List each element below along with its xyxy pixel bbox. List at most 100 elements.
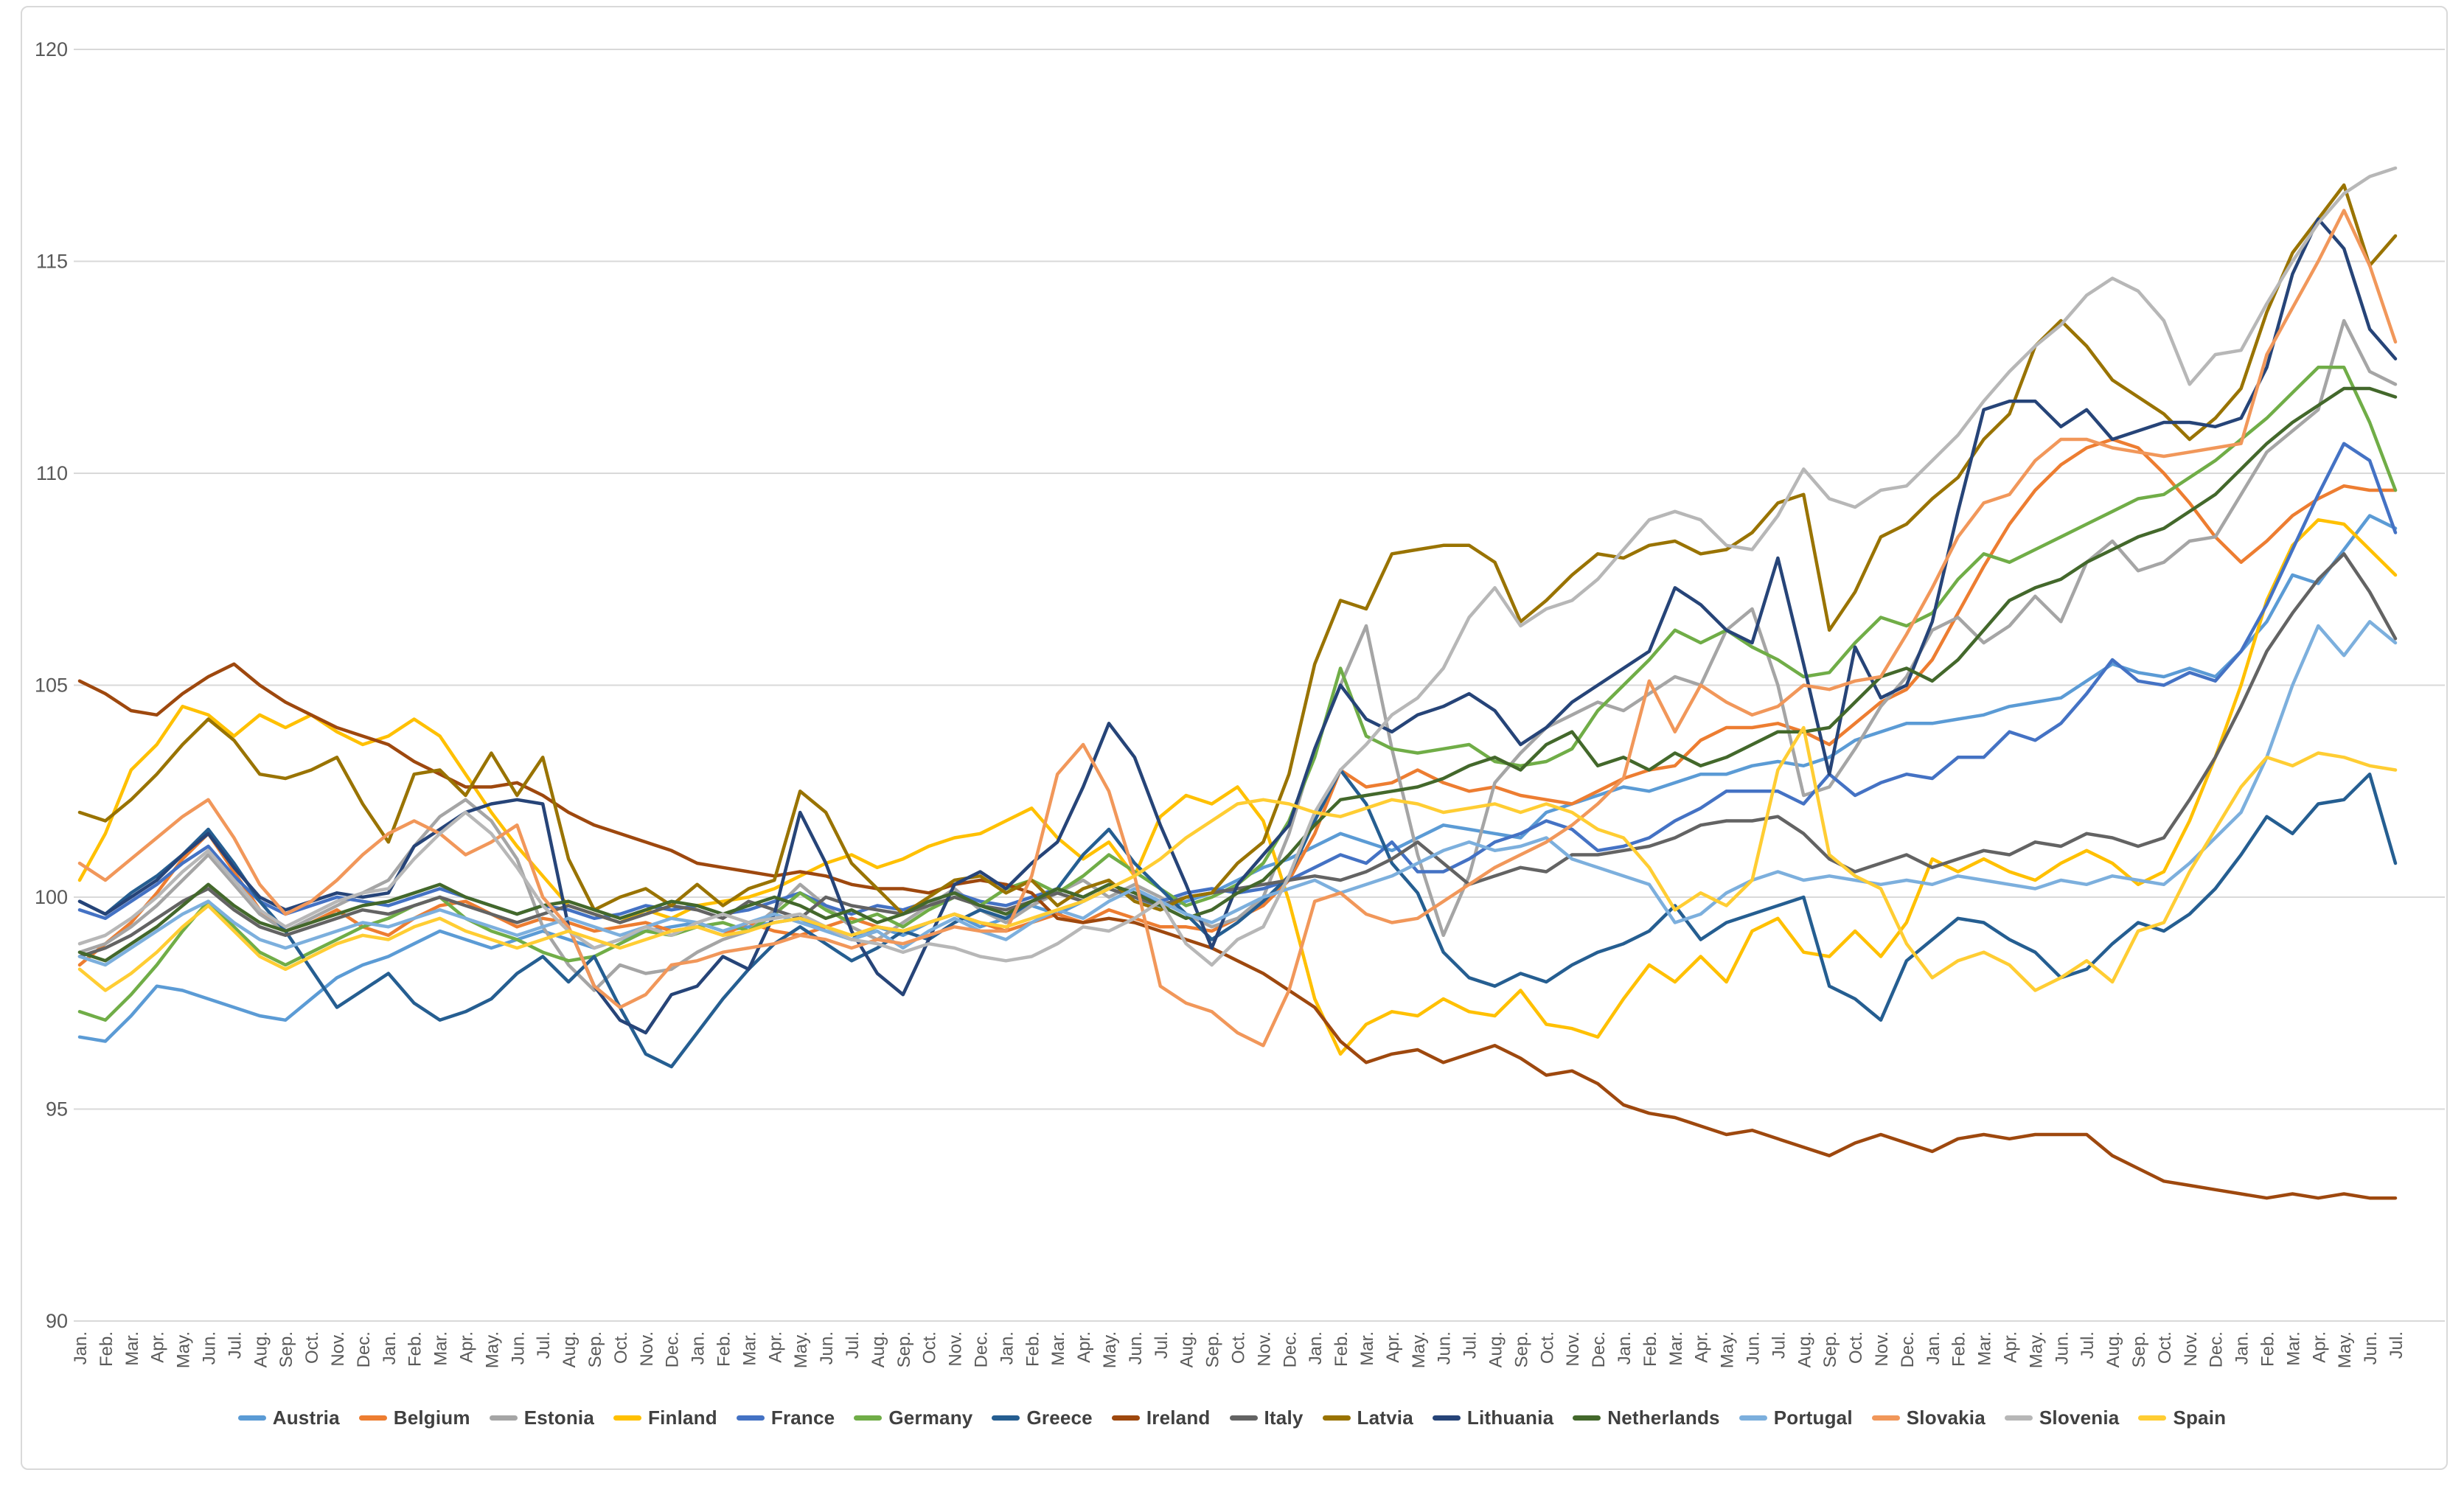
x-axis-tick-label: Jan. — [2232, 1331, 2252, 1365]
legend-label: Slovakia — [1906, 1407, 1986, 1429]
legend-item-germany: Germany — [854, 1407, 972, 1429]
legend-label: Portugal — [1773, 1407, 1853, 1429]
legend-swatch-netherlands — [1573, 1415, 1601, 1421]
x-axis-tick-label: Jan. — [689, 1331, 709, 1365]
x-axis-tick-label: Sep. — [585, 1331, 605, 1367]
x-axis-tick-label: Nov. — [1563, 1331, 1583, 1367]
legend-swatch-finland — [613, 1415, 642, 1421]
legend-swatch-italy — [1229, 1415, 1258, 1421]
x-axis-tick-label: Sep. — [276, 1331, 296, 1367]
legend-label: Italy — [1264, 1407, 1304, 1429]
x-axis-tick-label: Nov. — [1254, 1331, 1274, 1367]
x-axis-tick-label: Feb. — [1332, 1331, 1351, 1367]
x-axis-tick-label: May. — [791, 1331, 811, 1368]
x-axis-tick-label: May. — [2026, 1331, 2046, 1368]
x-axis-tick-label: May. — [482, 1331, 502, 1368]
legend-swatch-lithuania — [1432, 1415, 1461, 1421]
series-line-estonia — [77, 318, 2398, 992]
x-axis-tick-label: May. — [1718, 1331, 1738, 1368]
x-axis-tick-label: Apr. — [2309, 1331, 2329, 1363]
legend-item-austria: Austria — [237, 1407, 340, 1429]
x-axis-tick-label: Sep. — [1820, 1331, 1840, 1367]
legend-item-belgium: Belgium — [358, 1407, 470, 1429]
x-axis-tick-label: Oct. — [1537, 1331, 1557, 1364]
x-axis-tick-label: Aug. — [1486, 1331, 1506, 1367]
legend-item-france: France — [736, 1407, 835, 1429]
legend-label: Latvia — [1357, 1407, 1413, 1429]
x-axis-tick-label: Jun. — [508, 1331, 528, 1365]
x-axis-tick-label: Jul. — [843, 1331, 863, 1359]
legend-item-italy: Italy — [1229, 1407, 1304, 1429]
x-axis-tick-label: Jun. — [2361, 1331, 2381, 1365]
x-axis-tick-label: May. — [2335, 1331, 2355, 1368]
legend-swatch-austria — [237, 1415, 266, 1421]
x-axis-tick-label: Aug. — [869, 1331, 888, 1367]
legend-swatch-germany — [854, 1415, 883, 1421]
x-axis-tick-label: Jan. — [1615, 1331, 1635, 1365]
x-axis-tick-label: Jun. — [1744, 1331, 1764, 1365]
series-line-latvia — [77, 183, 2398, 916]
x-axis-tick-label: Jul. — [534, 1331, 554, 1359]
legend: Austria Belgium Estonia Finland France German… — [0, 1407, 2464, 1429]
legend-label: Ireland — [1146, 1407, 1211, 1429]
x-axis-tick-label: Mar. — [2283, 1331, 2303, 1366]
series-line-portugal — [77, 620, 2398, 967]
x-axis-tick-label: Apr. — [1692, 1331, 1712, 1363]
x-axis-tick-label: Oct. — [302, 1331, 322, 1364]
x-axis-tick-label: Apr. — [1074, 1331, 1094, 1363]
x-axis-tick-label: Aug. — [251, 1331, 271, 1367]
y-axis-tick-label: 115 — [36, 251, 68, 273]
series-line-slovakia — [77, 209, 2398, 1048]
x-axis-tick-label: Mar. — [1666, 1331, 1686, 1366]
legend-label: Netherlands — [1607, 1407, 1720, 1429]
legend-swatch-estonia — [489, 1415, 518, 1421]
x-axis-tick-label: Mar. — [1048, 1331, 1068, 1366]
x-axis-tick-label: Feb. — [1640, 1331, 1660, 1367]
x-axis-tick-label: Sep. — [894, 1331, 914, 1367]
x-axis-tick-label: Jan. — [380, 1331, 400, 1365]
x-axis-tick-label: Jul. — [1152, 1331, 1172, 1359]
legend-label: Finland — [648, 1407, 717, 1429]
x-axis-tick-label: May. — [174, 1331, 194, 1368]
x-axis-tick-label: Sep. — [1203, 1331, 1223, 1367]
x-axis-tick-label: Apr. — [765, 1331, 785, 1363]
legend-item-finland: Finland — [613, 1407, 717, 1429]
x-axis-tick-label: Mar. — [739, 1331, 759, 1366]
x-axis-tick-label: Aug. — [1177, 1331, 1197, 1367]
legend-item-latvia: Latvia — [1322, 1407, 1413, 1429]
x-axis-tick-label: Oct. — [920, 1331, 940, 1364]
series-line-ireland — [77, 662, 2398, 1200]
x-axis-tick-label: Oct. — [2155, 1331, 2175, 1364]
legend-label: Slovenia — [2039, 1407, 2120, 1429]
x-axis-tick-label: Nov. — [328, 1331, 348, 1367]
x-axis-tick-label: Aug. — [560, 1331, 580, 1367]
x-axis-tick-label: Feb. — [97, 1331, 116, 1367]
series-line-netherlands — [77, 386, 2398, 963]
x-axis-tick-label: Apr. — [2001, 1331, 2021, 1363]
legend-label: Germany — [888, 1407, 973, 1429]
x-axis-tick-label: Jan. — [1924, 1331, 1943, 1365]
series-line-finland — [77, 518, 2398, 1056]
legend-item-greece: Greece — [992, 1407, 1093, 1429]
legend-swatch-slovakia — [1871, 1415, 1900, 1421]
legend-item-estonia: Estonia — [489, 1407, 595, 1429]
legend-swatch-greece — [992, 1415, 1020, 1421]
series-line-spain — [77, 725, 2398, 992]
legend-swatch-portugal — [1739, 1415, 1767, 1421]
x-axis-tick-label: Jul. — [2078, 1331, 2098, 1359]
legend-swatch-ireland — [1111, 1415, 1140, 1421]
y-axis-tick-label: 100 — [35, 886, 68, 908]
series-line-italy — [77, 552, 2398, 958]
legend-label: Estonia — [523, 1407, 595, 1429]
x-axis-tick-label: Sep. — [2129, 1331, 2149, 1367]
x-axis-tick-label: Apr. — [1383, 1331, 1403, 1363]
x-axis-tick-label: May. — [1100, 1331, 1120, 1368]
y-axis-tick-label: 105 — [35, 675, 68, 697]
x-axis-tick-label: Mar. — [431, 1331, 451, 1366]
legend-label: Spain — [2173, 1407, 2227, 1429]
legend-item-slovakia: Slovakia — [1871, 1407, 1986, 1429]
legend-swatch-latvia — [1322, 1415, 1351, 1421]
y-axis-tick-label: 95 — [46, 1098, 68, 1121]
